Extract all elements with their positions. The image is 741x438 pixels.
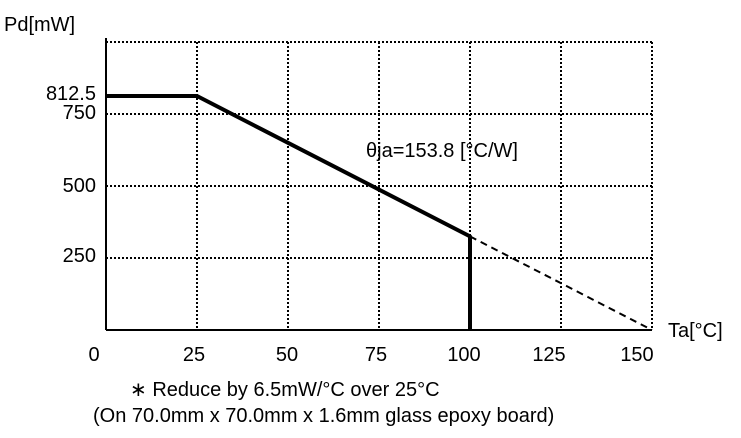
series-lines: [106, 94, 653, 331]
board-note: (On 70.0mm x 70.0mm x 1.6mm glass epoxy …: [93, 405, 555, 427]
dashed-derating-line: [469, 235, 653, 331]
solid-derating-line: [106, 94, 472, 330]
theta-ja-annotation: θja=153.8 [°C/W]: [366, 140, 518, 162]
grid-lines: [106, 41, 653, 330]
x-tick-label: 25: [182, 344, 206, 366]
y-tick-label: 250: [62, 245, 96, 267]
y-tick-label: 500: [62, 175, 96, 197]
x-tick-label: 100: [447, 344, 481, 366]
y-tick-label: 812.5: [45, 83, 96, 105]
x-tick-label: 150: [620, 344, 654, 366]
y-axis-label: Pd[mW]: [4, 14, 76, 36]
derating-note: ∗ Reduce by 6.5mW/°C over 25°C: [130, 379, 440, 401]
x-axis-label: Ta[°C]: [668, 320, 723, 342]
x-tick-label: 75: [364, 344, 388, 366]
y-tick-label: 750: [62, 102, 96, 124]
x-tick-label: 50: [275, 344, 299, 366]
axes: [105, 38, 652, 331]
x-tick-label: 0: [88, 344, 100, 366]
x-tick-label: 125: [532, 344, 566, 366]
